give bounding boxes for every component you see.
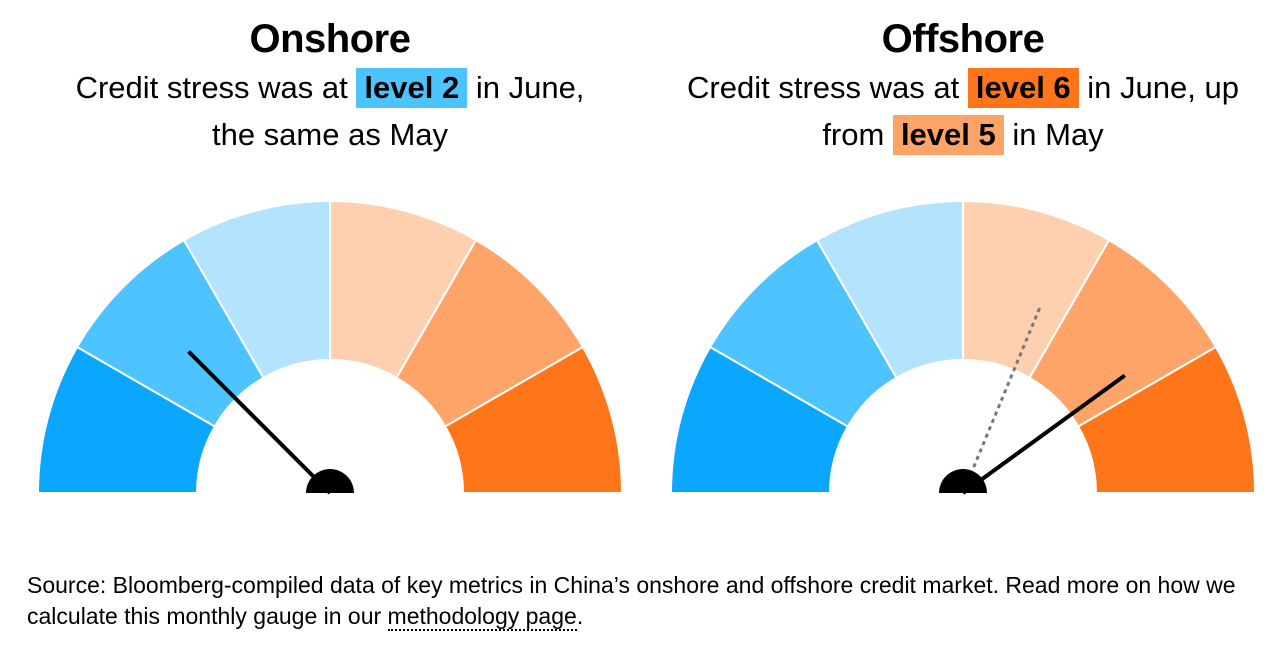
gauge-panel-onshore: Onshore Credit stress was at level 2 in …	[10, 0, 650, 520]
chart-subtitle: Credit stress was at level 6 in June, up…	[683, 64, 1243, 158]
subtitle-text: Credit stress was at	[75, 70, 348, 105]
gauge-panel-offshore: Offshore Credit stress was at level 6 in…	[643, 0, 1283, 520]
gauge-hub	[306, 469, 354, 493]
chart-title: Offshore	[881, 17, 1045, 61]
level-highlight: level 6	[967, 68, 1079, 108]
gauge-needle	[961, 373, 1126, 495]
subtitle-text: Credit stress was at	[687, 70, 960, 105]
previous-level-highlight: level 5	[892, 115, 1004, 155]
chart-subtitle: Credit stress was at level 2 in June, th…	[50, 64, 610, 158]
subtitle-text: in May	[1012, 117, 1104, 152]
methodology-link[interactable]: methodology page	[387, 603, 577, 631]
gauge-band-6	[1076, 345, 1257, 494]
level-highlight: level 2	[356, 68, 468, 108]
gauge-chart	[36, 199, 624, 495]
gauge-needle	[187, 350, 332, 495]
subtitle-text: in June, the same as May	[211, 70, 585, 152]
chart-title: Onshore	[249, 17, 411, 61]
subtitle-text: in June, up from	[822, 70, 1239, 152]
source-text: Source: Bloomberg-compiled data of key m…	[27, 572, 1236, 629]
gauge-band-6	[443, 345, 624, 494]
gauge-chart	[669, 199, 1257, 495]
gauge-hub	[939, 469, 987, 493]
source-note: Source: Bloomberg-compiled data of key m…	[27, 570, 1267, 632]
footer-end: .	[576, 603, 584, 629]
